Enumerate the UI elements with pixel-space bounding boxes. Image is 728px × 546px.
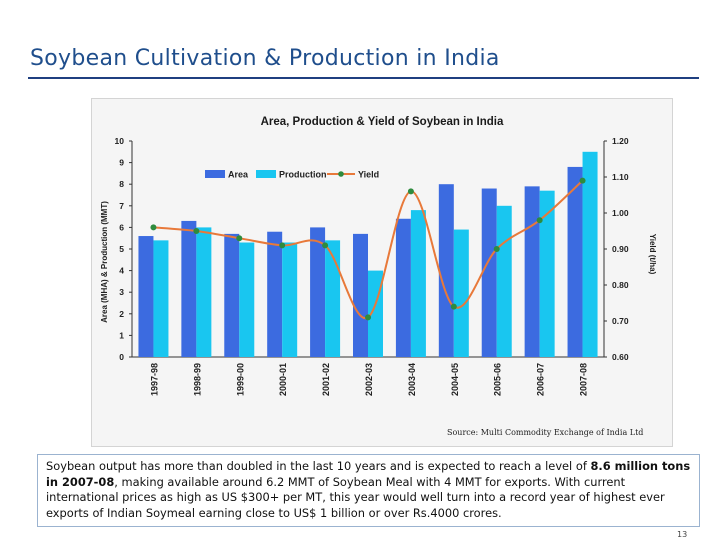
y-tick-label: 0 [119, 352, 124, 362]
y-tick-label: 6 [119, 222, 124, 232]
bar-area [181, 220, 197, 357]
x-tick-label: 2003-04 [407, 363, 417, 396]
title-divider [28, 77, 699, 79]
y-tick-label: 2 [119, 309, 124, 319]
bar-area [438, 184, 454, 357]
yield-point [193, 228, 200, 234]
chart-title: Area, Production & Yield of Soybean in I… [261, 116, 504, 128]
y-tick-label: 8 [119, 179, 124, 189]
summary-part1: Soybean output has more than doubled in … [46, 459, 591, 473]
bar-production [539, 190, 555, 357]
y2-tick-label: 0.90 [612, 244, 629, 254]
y-tick-label: 10 [115, 136, 125, 146]
bar-area [138, 236, 154, 357]
y2-tick-label: 0.80 [612, 280, 629, 290]
source-note: Source: Multi Commodity Exchange of Indi… [447, 428, 644, 437]
x-tick-label: 1997-98 [149, 363, 159, 396]
x-tick-label: 2007-08 [579, 363, 589, 396]
x-tick-label: 2001-02 [321, 363, 331, 396]
bar-area [395, 218, 411, 357]
x-tick-label: 2006-07 [536, 363, 546, 396]
legend-swatch [256, 170, 276, 178]
x-tick-labels: 1997-98 1998-99 1999-00 2000-01 2001-02 2002-… [149, 363, 588, 396]
legend-marker [338, 171, 344, 177]
bar-production [282, 242, 298, 357]
bar-area [310, 227, 326, 357]
y-tick-label: 3 [119, 287, 124, 297]
yield-point [536, 217, 543, 224]
yield-point [365, 314, 371, 321]
y2-tick-label: 1.00 [612, 208, 629, 218]
bar-production [239, 242, 255, 357]
yield-point [236, 235, 243, 242]
y2-tick-label: 1.20 [612, 136, 629, 146]
bar-production [496, 205, 512, 357]
y-tick-label: 1 [119, 330, 124, 340]
x-tick-label: 2004-05 [450, 363, 460, 396]
yield-point [493, 246, 500, 252]
x-tick-label: 1998-99 [192, 363, 202, 396]
bar-production [453, 229, 469, 357]
y-tick-label: 4 [119, 266, 124, 276]
bar-production [410, 210, 426, 357]
bar-area [353, 233, 368, 357]
y2-tick-label: 1.10 [612, 172, 629, 182]
legend-label: Yield [358, 170, 379, 180]
yield-point [579, 177, 586, 184]
bar-area [524, 186, 540, 357]
bar-area [224, 233, 240, 357]
bar-production [582, 151, 598, 357]
page-number: 13 [677, 530, 688, 539]
summary-box [37, 454, 700, 527]
summary-highlight: 8.6 million tons in 2007-08 [46, 459, 691, 489]
legend-label: Production [279, 170, 327, 180]
x-tick-label: 2000-01 [278, 363, 288, 396]
yield-point [407, 188, 414, 195]
bar-area [267, 231, 283, 357]
yield-line-layer [150, 177, 586, 321]
y-tick-label: 7 [119, 201, 124, 211]
x-tick-label: 2002-03 [364, 363, 374, 396]
y2-axis-label: Yield (t/ha) [648, 234, 657, 275]
summary-part2: , making available around 6.2 MMT of Soy… [46, 474, 665, 520]
bar-area [567, 166, 583, 357]
legend-swatch [205, 170, 225, 178]
slide-title: Soybean Cultivation & Production in Indi… [30, 46, 500, 71]
y-tick-label: 5 [119, 244, 124, 254]
chart-bars [138, 151, 598, 357]
y2-tick-label: 0.70 [612, 316, 629, 326]
bar-production [196, 227, 212, 357]
bar-production [153, 240, 169, 357]
yield-point [450, 303, 457, 310]
y2-tick-label: 0.60 [612, 352, 629, 362]
y-tick-label: 9 [119, 158, 124, 168]
x-tick-label: 2005-06 [493, 363, 503, 396]
chart-legend: Area Production Yield [205, 170, 379, 180]
bar-production [325, 240, 341, 357]
summary-text: Soybean output has more than doubled in … [46, 459, 698, 521]
x-tick-label: 1999-00 [235, 363, 245, 396]
yield-point [279, 242, 286, 249]
y-axis-label: Area (MHA) & Production (MMT) [100, 201, 109, 323]
legend-label: Area [228, 170, 249, 180]
yield-point [322, 242, 329, 249]
yield-point [150, 224, 157, 231]
bar-area [481, 188, 497, 357]
soybean-chart: Area, Production & Yield of Soybean in I… [100, 116, 657, 396]
chart-panel: Area, Production & Yield of Soybean in I… [91, 98, 673, 447]
